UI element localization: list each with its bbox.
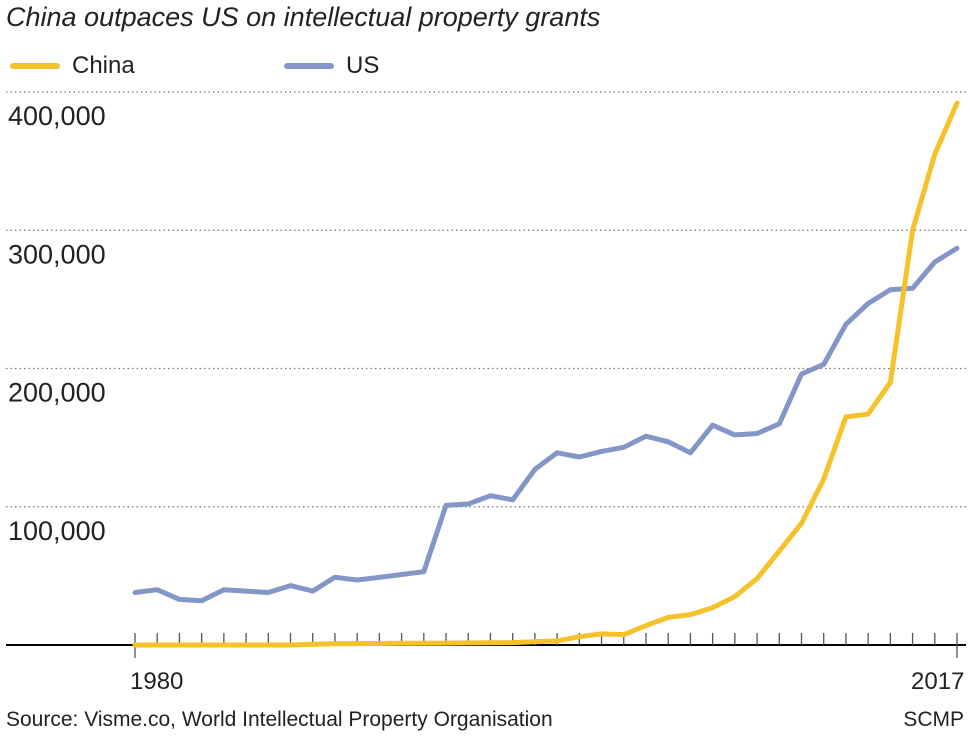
series-line-us (132, 245, 960, 604)
legend: China US (0, 52, 972, 82)
chart-title: China outpaces US on intellectual proper… (6, 2, 601, 32)
x-tick-label: 1980 (130, 668, 183, 695)
legend-item-china: China (10, 52, 135, 80)
legend-item-us: US (284, 52, 379, 80)
legend-label-china: China (72, 52, 135, 79)
legend-label-us: US (346, 52, 380, 79)
x-tick-label: 2017 (911, 668, 964, 695)
y-tick-label: 100,000 (8, 516, 106, 546)
y-tick-label: 400,000 (8, 101, 106, 131)
series-line-china (132, 100, 960, 648)
legend-swatch-us (284, 63, 334, 69)
y-tick-label: 200,000 (8, 378, 106, 408)
y-tick-label: 300,000 (8, 239, 106, 269)
credit: SCMP (903, 708, 964, 731)
legend-swatch-china (10, 63, 60, 69)
source-note: Source: Visme.co, World Intellectual Pro… (6, 708, 553, 731)
